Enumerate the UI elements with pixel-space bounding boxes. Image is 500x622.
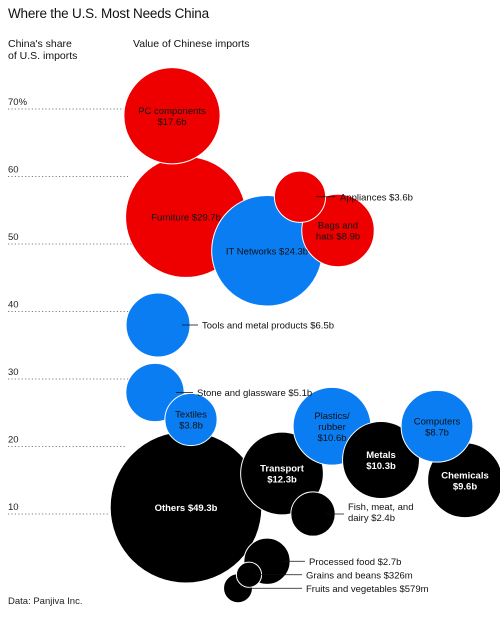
y-tick-label: 50 (8, 232, 19, 243)
bubble-label: Textiles (175, 410, 207, 421)
bubble-label: Metals (366, 450, 396, 461)
bubble-label: Stone and glassware $5.1b (197, 388, 312, 399)
bubble-label: Appliances $3.6b (340, 192, 413, 203)
y-axis-header-line-1: China's share (8, 38, 72, 50)
bubble (400, 389, 474, 463)
bubble-label: $9.6b (453, 481, 477, 492)
y-axis-header-line-2: of U.S. imports (8, 50, 78, 62)
y-tick-label: 70% (8, 97, 28, 108)
bubble (125, 292, 191, 358)
chart-title: Where the U.S. Most Needs China (8, 6, 209, 21)
bubble-label: IT Networks $24.3b (226, 246, 308, 257)
bubble-label: $3.8b (179, 421, 203, 432)
bubble-label: Grains and beans $326m (306, 570, 413, 581)
bubble-label: Chemicals (441, 470, 489, 481)
bubble-label: Others $49.3b (155, 503, 218, 514)
bubble-label: $8.7b (425, 427, 449, 438)
bubble-label: Computers (414, 416, 461, 427)
y-axis-header: China's share of U.S. imports (8, 38, 98, 62)
bubble (123, 67, 221, 165)
bubble-label: $12.3b (267, 475, 297, 486)
y-tick-label: 30 (8, 367, 19, 378)
bubble-label: Bags and (318, 221, 358, 232)
y-tick-label: 10 (8, 502, 19, 513)
bubble-label: Plastics/ (314, 411, 350, 422)
y-tick-label: 60 (8, 165, 19, 176)
bubble-label: Fish, meat, and (348, 502, 413, 513)
bubble-label: $10.6b (317, 433, 346, 444)
y-tick-label: 20 (8, 435, 19, 446)
bubble-label: dairy $2.4b (348, 513, 395, 524)
y-tick-label: 40 (8, 300, 19, 311)
bubble (164, 392, 218, 447)
bubble (342, 421, 420, 499)
bubble-label: Tools and metal products $6.5b (202, 321, 334, 332)
source-note: Data: Panjiva Inc. (8, 596, 83, 607)
bubble-label: PC components (138, 106, 206, 117)
bubble-label: $17.6b (157, 117, 186, 128)
bubble-label: hats $8.9b (316, 232, 360, 243)
bubble-label: Furniture $29.7b (151, 213, 221, 224)
bubble-label: Processed food $2.7b (309, 557, 401, 568)
bubble-label: $10.3b (366, 461, 396, 472)
size-header: Value of Chinese imports (133, 38, 250, 50)
bubble-label: Fruits and vegetables $579m (306, 584, 429, 595)
bubble-label: rubber (318, 422, 345, 433)
bubble-label: Transport (260, 464, 305, 475)
